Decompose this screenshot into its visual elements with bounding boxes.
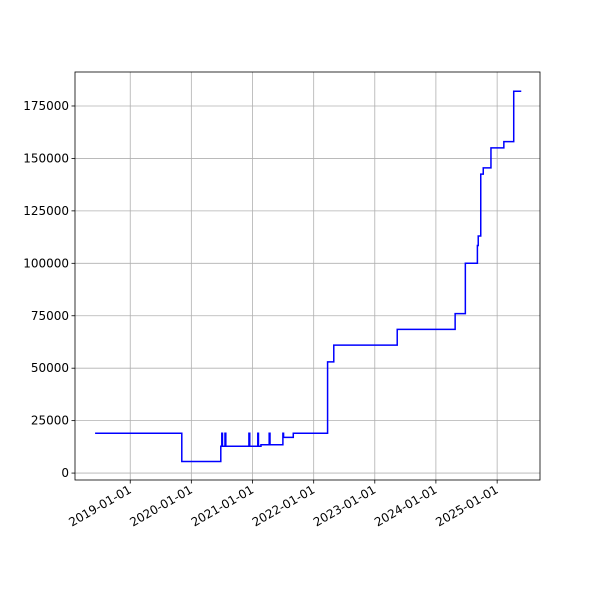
- y-tick-label: 25000: [31, 414, 69, 428]
- y-tick-label: 175000: [23, 99, 69, 113]
- y-tick-label: 100000: [23, 256, 69, 270]
- y-tick-label: 125000: [23, 204, 69, 218]
- plot-frame: [74, 71, 541, 481]
- x-tick-label: 2024-01-01: [372, 482, 439, 529]
- x-tick-label: 2023-01-01: [311, 482, 378, 529]
- y-tick-label: 0: [61, 466, 69, 480]
- x-tick-label: 2019-01-01: [66, 482, 133, 529]
- y-tick-label: 75000: [31, 309, 69, 323]
- y-tick-label: 50000: [31, 361, 69, 375]
- x-tick-label: 2022-01-01: [250, 482, 317, 529]
- x-tick-label: 2021-01-01: [189, 482, 256, 529]
- x-tick-label: 2020-01-01: [127, 482, 194, 529]
- data-line: [95, 90, 522, 463]
- y-tick-label: 150000: [23, 151, 69, 165]
- x-tick-label: 2025-01-01: [433, 482, 500, 529]
